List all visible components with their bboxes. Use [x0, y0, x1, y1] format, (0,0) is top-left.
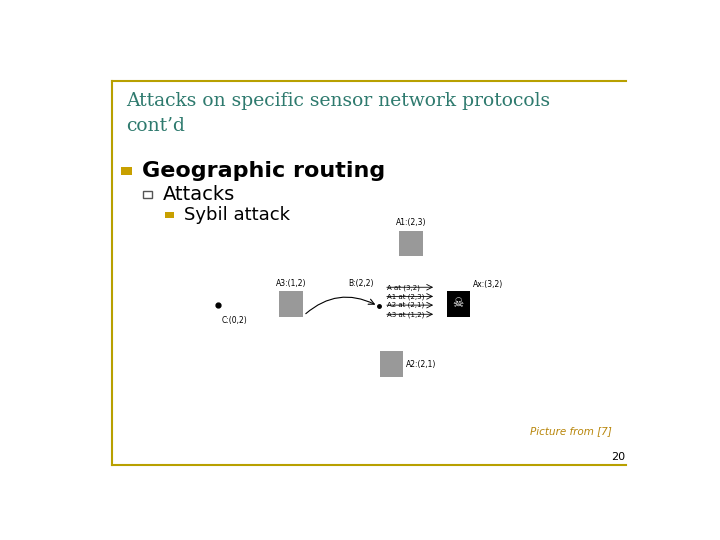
Text: cont’d: cont’d [126, 117, 185, 135]
Text: B:(2,2): B:(2,2) [348, 279, 374, 288]
Text: A3 at (1,2): A3 at (1,2) [387, 311, 424, 318]
Text: A1:(2,3): A1:(2,3) [395, 218, 426, 227]
Text: Geographic routing: Geographic routing [142, 161, 385, 181]
Bar [166, 212, 174, 219]
Text: 20: 20 [611, 452, 626, 462]
Text: A2 at (2,1): A2 at (2,1) [387, 302, 424, 308]
Text: Picture from [7]: Picture from [7] [530, 426, 612, 436]
Text: Attacks on specific sensor network protocols: Attacks on specific sensor network proto… [126, 92, 550, 110]
Text: A2:(2,1): A2:(2,1) [406, 360, 437, 369]
Bar [379, 352, 403, 377]
Text: Sybil attack: Sybil attack [184, 206, 289, 224]
Bar [143, 191, 153, 198]
Bar [446, 291, 470, 317]
Text: A at (3,2): A at (3,2) [387, 284, 420, 291]
Text: C:(0,2): C:(0,2) [221, 315, 247, 325]
Bar [121, 167, 132, 175]
Text: A3:(1,2): A3:(1,2) [276, 279, 306, 288]
Bar [399, 231, 423, 256]
Bar [279, 291, 302, 317]
Text: Attacks: Attacks [163, 185, 235, 204]
Text: A1 at (2,3): A1 at (2,3) [387, 293, 424, 300]
Text: Ax:(3,2): Ax:(3,2) [473, 280, 503, 289]
Text: ☠: ☠ [453, 298, 464, 310]
